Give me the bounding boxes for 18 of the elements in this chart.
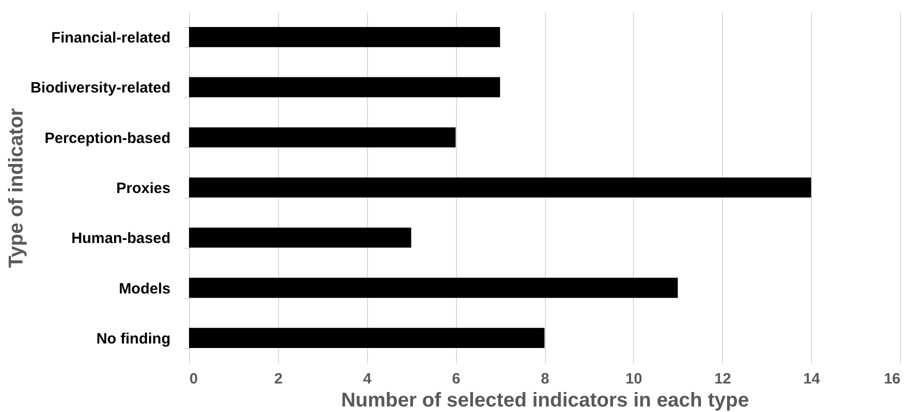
- x-tick-label: 0: [190, 370, 198, 388]
- y-tick-label: Financial-related: [51, 30, 170, 47]
- x-tick-label: 12: [714, 370, 732, 388]
- y-tick-label: Human-based: [71, 230, 170, 248]
- y-tick-label: Perception-based: [44, 130, 170, 147]
- x-axis-title: Number of selected indicators in each type: [341, 390, 749, 412]
- x-tick-label: 4: [363, 370, 372, 388]
- y-tick-label: Biodiversity-related: [30, 80, 170, 97]
- y-axis-title: Type of indicator: [5, 108, 28, 268]
- x-tick-label: 8: [540, 370, 550, 388]
- x-tick-label: 16: [884, 370, 900, 388]
- y-tick-label: No finding: [96, 330, 170, 348]
- y-tick-label: Models: [118, 280, 170, 298]
- x-tick-label: 14: [803, 370, 821, 388]
- x-tick-label: 10: [626, 370, 642, 388]
- x-tick-label: 6: [452, 370, 460, 388]
- x-tick-label: 2: [274, 370, 283, 388]
- y-tick-label: Proxies: [116, 180, 170, 197]
